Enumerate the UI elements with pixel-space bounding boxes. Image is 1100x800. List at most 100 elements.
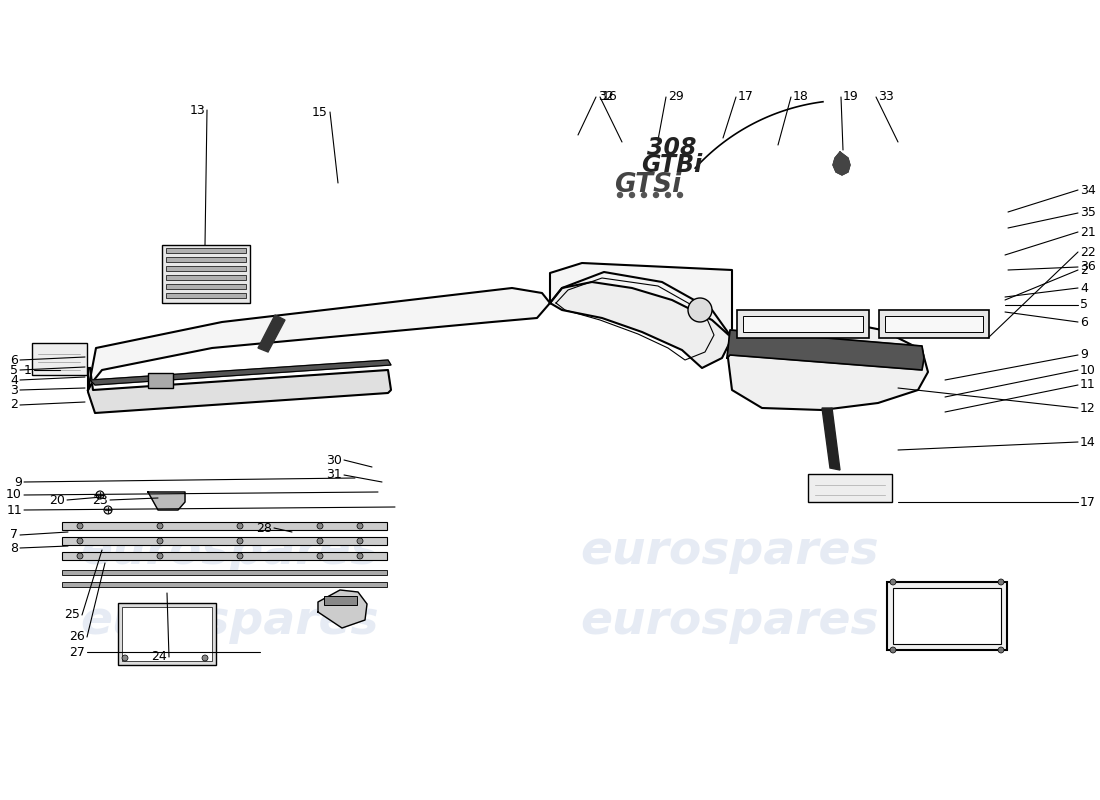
Polygon shape: [88, 288, 550, 390]
Bar: [148, 373, 173, 388]
Text: 6: 6: [1080, 315, 1088, 329]
Bar: [122, 607, 212, 661]
Polygon shape: [833, 152, 850, 175]
Text: 25: 25: [64, 609, 80, 622]
Text: 15: 15: [312, 106, 328, 118]
Circle shape: [998, 579, 1004, 585]
Text: 35: 35: [1080, 206, 1096, 219]
Text: 7: 7: [10, 529, 18, 542]
Polygon shape: [88, 368, 390, 413]
Text: 21: 21: [1080, 226, 1096, 238]
Text: 14: 14: [1080, 435, 1096, 449]
Text: GTSi: GTSi: [615, 172, 682, 198]
Text: 17: 17: [738, 90, 754, 103]
Text: 26: 26: [69, 630, 85, 643]
Text: 18: 18: [793, 90, 808, 103]
Text: 2: 2: [10, 398, 18, 411]
Circle shape: [236, 553, 243, 559]
Circle shape: [317, 538, 323, 544]
Bar: [32, 343, 87, 375]
Text: 28: 28: [256, 522, 272, 534]
Circle shape: [629, 193, 635, 198]
Circle shape: [202, 655, 208, 661]
Bar: [62, 582, 387, 587]
Text: 9: 9: [14, 475, 22, 489]
Polygon shape: [550, 272, 732, 368]
Text: 10: 10: [1080, 363, 1096, 377]
Bar: [166, 248, 246, 253]
Bar: [62, 552, 387, 560]
Circle shape: [104, 506, 112, 514]
Bar: [887, 582, 1006, 650]
Text: 13: 13: [189, 103, 205, 117]
Polygon shape: [728, 318, 928, 410]
Circle shape: [653, 193, 659, 198]
Bar: [324, 596, 358, 605]
Circle shape: [157, 538, 163, 544]
Bar: [166, 275, 246, 280]
Circle shape: [96, 491, 104, 499]
Text: 34: 34: [1080, 183, 1096, 197]
Text: 2·0: 2·0: [921, 319, 936, 329]
Circle shape: [998, 647, 1004, 653]
Bar: [62, 522, 387, 530]
Text: 3: 3: [10, 383, 18, 397]
Text: 10: 10: [7, 489, 22, 502]
Text: eurospares: eurospares: [581, 530, 879, 574]
Text: 5: 5: [1080, 298, 1088, 311]
Circle shape: [157, 523, 163, 529]
Circle shape: [77, 553, 82, 559]
Polygon shape: [318, 590, 367, 628]
Bar: [886, 316, 983, 332]
Circle shape: [236, 523, 243, 529]
Polygon shape: [727, 330, 924, 370]
Text: 32: 32: [598, 90, 614, 103]
Bar: [162, 245, 250, 303]
Text: eurospares: eurospares: [80, 599, 380, 645]
Text: 1: 1: [24, 363, 32, 377]
Circle shape: [358, 538, 363, 544]
Bar: [742, 316, 864, 332]
Circle shape: [678, 193, 682, 198]
Text: 11: 11: [7, 503, 22, 517]
Circle shape: [157, 553, 163, 559]
Text: 4: 4: [10, 374, 18, 386]
Circle shape: [317, 553, 323, 559]
Circle shape: [890, 579, 896, 585]
Circle shape: [617, 193, 623, 198]
Circle shape: [688, 298, 712, 322]
Circle shape: [77, 523, 82, 529]
Text: 11: 11: [1080, 378, 1096, 391]
Bar: [166, 257, 246, 262]
Text: 308: 308: [647, 136, 696, 160]
Text: 9: 9: [1080, 349, 1088, 362]
Text: 4: 4: [1080, 282, 1088, 294]
Text: eurospares: eurospares: [581, 599, 879, 645]
Text: 22: 22: [1080, 246, 1096, 258]
Bar: [62, 570, 387, 575]
Circle shape: [890, 647, 896, 653]
Circle shape: [641, 193, 647, 198]
Text: 19: 19: [843, 90, 859, 103]
Text: 20: 20: [50, 494, 65, 506]
Text: 27: 27: [69, 646, 85, 658]
Text: 5: 5: [10, 363, 18, 377]
Text: 12: 12: [1080, 402, 1096, 414]
Text: 8: 8: [10, 542, 18, 554]
Circle shape: [122, 655, 128, 661]
Polygon shape: [822, 408, 840, 470]
Circle shape: [317, 523, 323, 529]
Text: 29: 29: [668, 90, 684, 103]
Polygon shape: [90, 360, 390, 385]
Text: eurospares: eurospares: [80, 530, 380, 574]
Circle shape: [358, 523, 363, 529]
Text: 23: 23: [92, 494, 108, 506]
Bar: [166, 284, 246, 289]
Text: 36: 36: [1080, 261, 1096, 274]
Circle shape: [666, 193, 671, 198]
Text: 33: 33: [878, 90, 893, 103]
Bar: [893, 588, 1001, 644]
Circle shape: [358, 553, 363, 559]
Text: 17: 17: [1080, 495, 1096, 509]
Bar: [879, 310, 989, 338]
